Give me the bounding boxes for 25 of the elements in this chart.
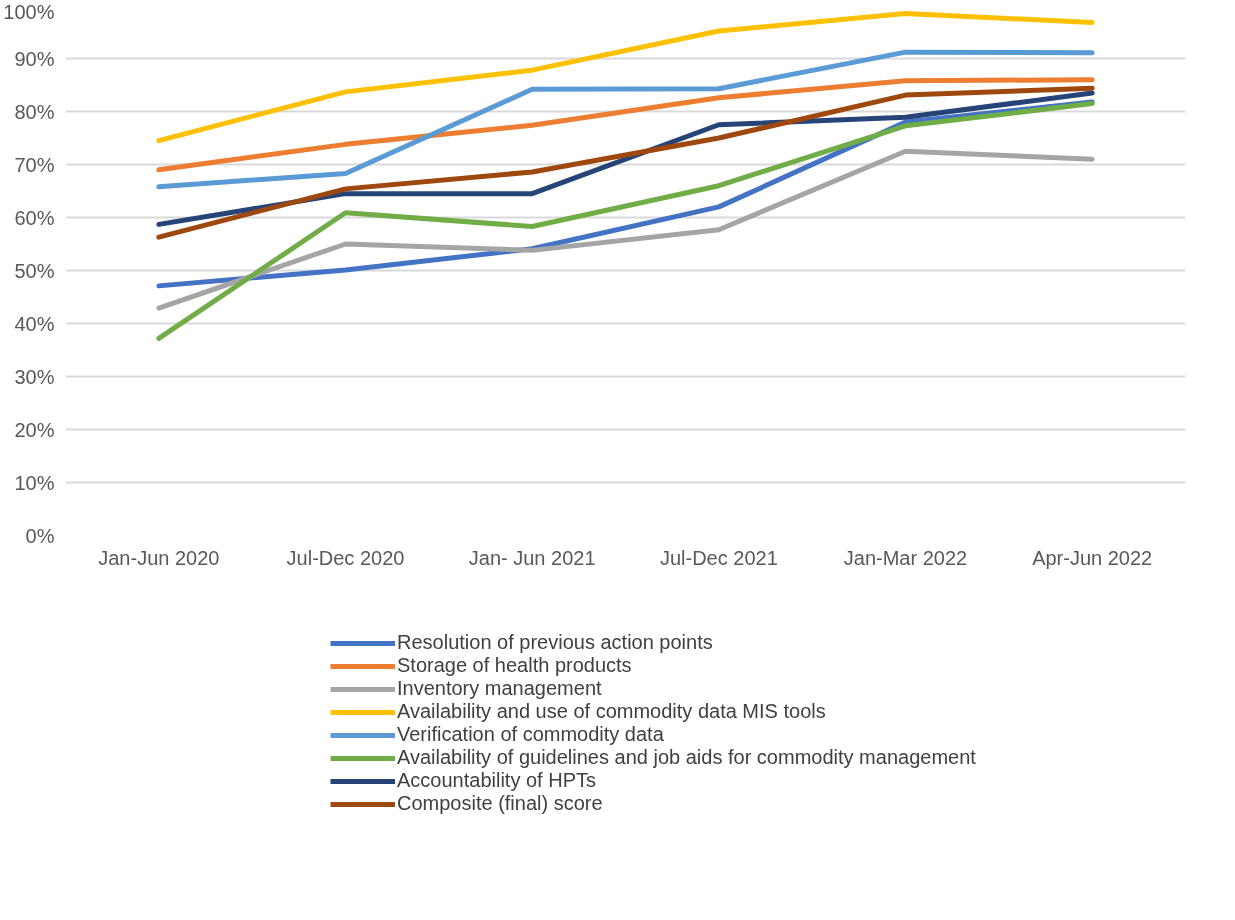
legend-label: Storage of health products — [397, 654, 632, 677]
x-tick-label: Jan-Mar 2022 — [843, 546, 968, 569]
legend-label: Accountability of HPTs — [397, 769, 596, 792]
y-tick-label: 60% — [14, 206, 55, 229]
legend-label: Composite (final) score — [397, 792, 603, 815]
y-tick-label: 50% — [14, 259, 55, 282]
legend-label: Resolution of previous action points — [397, 631, 713, 654]
x-tick-label: Jul-Dec 2020 — [286, 546, 405, 569]
y-tick-label: 90% — [14, 47, 55, 70]
y-tick-label: 20% — [14, 418, 55, 441]
legend-label: Inventory management — [397, 677, 602, 700]
x-tick-label: Jan-Jun 2020 — [98, 546, 220, 569]
x-tick-label: Jul-Dec 2021 — [659, 546, 778, 569]
y-tick-label: 0% — [25, 524, 55, 547]
legend-label: Verification of commodity data — [397, 723, 664, 746]
y-tick-label: 70% — [14, 153, 55, 176]
y-tick-label: 10% — [14, 471, 55, 494]
x-tick-label: Jan- Jun 2021 — [468, 546, 596, 569]
y-tick-label: 80% — [14, 100, 55, 123]
x-tick-label: Apr-Jun 2022 — [1032, 546, 1153, 569]
y-tick-label: 30% — [14, 365, 55, 388]
y-tick-label: 100% — [3, 0, 55, 23]
legend-label: Availability and use of commodity data MIS tools — [397, 700, 826, 723]
y-tick-label: 40% — [14, 312, 55, 335]
legend-label: Availability of guidelines and job aids for commodity management — [397, 746, 976, 769]
